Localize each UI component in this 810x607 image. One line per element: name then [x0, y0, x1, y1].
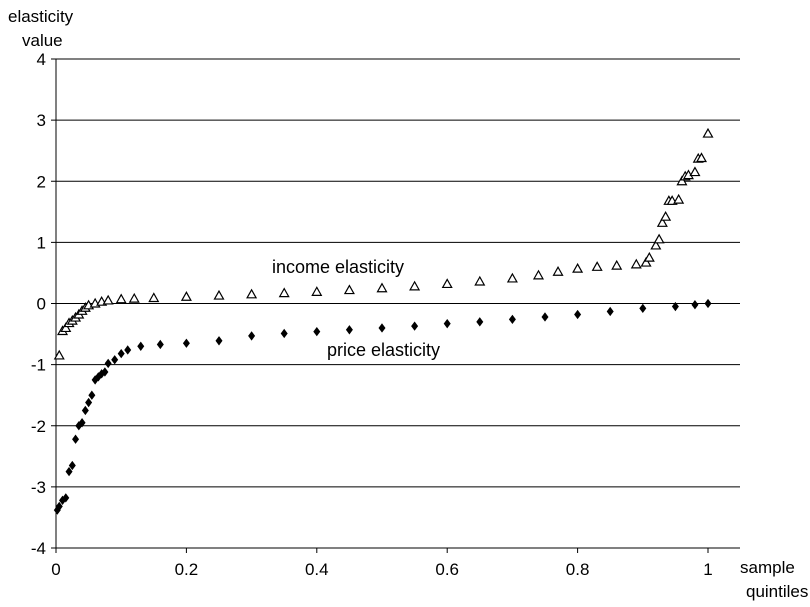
- price-point: [111, 355, 119, 365]
- y-tick-label-3: 3: [37, 111, 46, 130]
- price-point: [215, 336, 223, 346]
- price-point: [639, 303, 647, 314]
- price-point: [182, 338, 190, 348]
- income-point: [611, 259, 623, 270]
- income-point: [180, 291, 192, 301]
- y-tick-label--2: -2: [31, 417, 46, 436]
- price-point: [124, 345, 132, 355]
- income-point: [653, 233, 665, 244]
- axes: [51, 58, 740, 553]
- income-point: [656, 217, 668, 227]
- price-point: [104, 358, 112, 369]
- x-tick-label-0.4: 0.4: [305, 560, 329, 579]
- income-point: [128, 292, 140, 303]
- income-point: [591, 261, 603, 271]
- price-point: [443, 319, 451, 329]
- income-point: [695, 152, 708, 163]
- price-point: [541, 312, 549, 322]
- income-point: [278, 287, 290, 298]
- price-point: [117, 348, 125, 359]
- x-tick-label-1: 1: [703, 560, 712, 579]
- price-point: [508, 314, 516, 325]
- x-tick-labels: 0 0.2 0.4 0.6 0.8 1: [51, 560, 712, 579]
- x-tick-label-0: 0: [51, 560, 60, 579]
- x-axis-label-line2: quintiles: [746, 582, 808, 601]
- price-point: [574, 309, 582, 320]
- x-tick-label-0.2: 0.2: [175, 560, 199, 579]
- income-point: [552, 265, 564, 276]
- price-point: [671, 301, 679, 312]
- y-tick-labels: -4 -3 -2 -1 0 1 2 3 4: [31, 50, 46, 558]
- price-point: [248, 331, 256, 341]
- income-point: [702, 127, 714, 138]
- price-point: [65, 466, 73, 477]
- data-points: [53, 127, 714, 515]
- annotation-price-elasticity: price elasticity: [327, 340, 440, 360]
- series-price-elasticity: [53, 298, 712, 515]
- price-point: [55, 501, 63, 512]
- income-point: [506, 272, 518, 283]
- price-point: [137, 341, 145, 351]
- price-point: [280, 328, 288, 339]
- income-point: [53, 349, 65, 360]
- y-tick-label-0: 0: [37, 295, 46, 314]
- annotation-income-elasticity: income elasticity: [272, 257, 404, 277]
- price-point: [68, 460, 76, 471]
- income-point: [60, 322, 72, 333]
- income-point: [343, 284, 355, 295]
- price-point: [72, 434, 80, 444]
- price-point: [476, 317, 484, 327]
- income-point: [676, 175, 688, 186]
- y-tick-label--3: -3: [31, 478, 46, 497]
- y-axis-label-line2: value: [22, 31, 63, 50]
- price-point: [313, 326, 321, 337]
- y-tick-label--4: -4: [31, 539, 46, 558]
- income-point: [643, 251, 655, 262]
- y-tick-label-1: 1: [37, 233, 46, 252]
- income-point: [660, 210, 672, 221]
- x-tick-label-0.6: 0.6: [435, 560, 459, 579]
- income-point: [640, 256, 652, 267]
- income-point: [572, 262, 584, 273]
- income-point: [376, 282, 388, 293]
- income-point: [630, 258, 642, 269]
- x-tick-label-0.8: 0.8: [566, 560, 590, 579]
- price-point: [85, 397, 93, 408]
- x-axis-label-line1: sample: [740, 558, 795, 577]
- series-income-elasticity: [53, 127, 714, 360]
- income-point: [689, 166, 701, 177]
- price-point: [81, 405, 89, 416]
- income-point: [311, 286, 323, 296]
- price-point: [606, 306, 614, 317]
- price-point: [345, 325, 353, 335]
- y-axis-label-line1: elasticity: [8, 7, 74, 26]
- price-point: [411, 321, 419, 331]
- price-point: [704, 298, 712, 309]
- price-point: [101, 367, 109, 377]
- price-point: [691, 300, 699, 310]
- income-point: [441, 278, 453, 289]
- income-point: [673, 193, 685, 204]
- income-point: [148, 292, 160, 303]
- income-point: [115, 293, 127, 304]
- income-point: [650, 239, 662, 250]
- grid-lines: [56, 58, 740, 488]
- income-point: [532, 269, 545, 280]
- income-point: [213, 289, 225, 300]
- income-point: [474, 275, 486, 286]
- income-point: [246, 288, 258, 299]
- price-point: [78, 418, 86, 428]
- y-tick-label-4: 4: [37, 50, 46, 69]
- y-tick-label-2: 2: [37, 172, 46, 191]
- price-point: [88, 390, 96, 400]
- price-point: [156, 339, 164, 350]
- income-point: [102, 294, 114, 305]
- income-point: [409, 280, 421, 291]
- price-point: [62, 493, 70, 503]
- price-point: [378, 323, 386, 333]
- y-tick-label--1: -1: [31, 356, 46, 375]
